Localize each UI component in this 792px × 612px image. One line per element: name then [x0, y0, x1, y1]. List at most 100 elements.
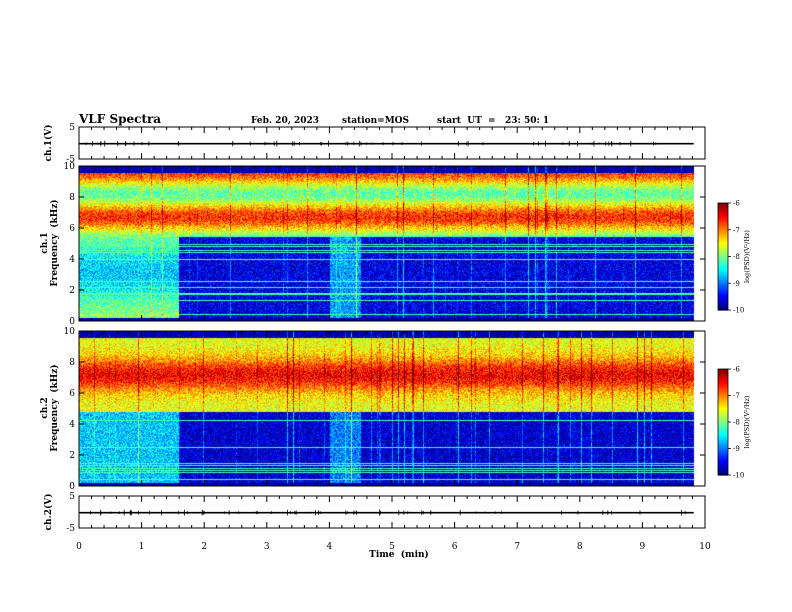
- colorbar-swatch: [718, 403, 728, 407]
- colorbar-swatch: [718, 271, 728, 274]
- spectrogram-ch2-channel-label: ch.2: [40, 397, 50, 418]
- waveform-ch2-plot: [79, 509, 694, 516]
- colorbar-swatch: [718, 473, 728, 476]
- colorbar-swatch: [718, 398, 728, 402]
- spectrogram-ch1-ytick-label: 0: [69, 317, 75, 327]
- time-tick-label: 1: [139, 542, 145, 552]
- time-axis: 0 1 2 3 4 5 6 7 8 9 10: [76, 127, 711, 552]
- time-tick-label: 10: [699, 542, 711, 552]
- colorbar-tick-label: -6: [733, 366, 740, 374]
- colorbar-swatch: [718, 455, 728, 458]
- waveform-ch2-y-ticks: 5 -5: [66, 492, 705, 534]
- colorbar-ch1: -6 -7 -8 -9 -10 log(PSD)(V²/Hz): [717, 200, 751, 315]
- colorbar-swatch: [718, 388, 728, 392]
- colorbar-swatch: [718, 395, 728, 398]
- colorbar-swatch: [718, 224, 728, 228]
- colorbar-swatch: [718, 238, 728, 241]
- waveform-ch1-y-ticks: 5 -5: [66, 123, 705, 165]
- colorbar-swatch: [718, 289, 728, 293]
- colorbar-label: log(PSD)(V²/Hz): [743, 230, 751, 283]
- colorbar-swatch: [718, 387, 728, 390]
- colorbar-swatch: [718, 278, 728, 281]
- colorbar-swatch: [718, 456, 728, 460]
- colorbar-swatch: [718, 417, 728, 420]
- colorbar-swatch: [718, 268, 728, 271]
- waveform-ch2-panel: 5 -5 ch.2(V): [43, 492, 706, 534]
- spectrogram-ch2-ytick-label: 10: [64, 327, 76, 337]
- colorbar-swatch: [718, 428, 728, 431]
- colorbar-swatch: [718, 407, 728, 410]
- colorbar-swatch: [718, 369, 728, 372]
- colorbar-swatch: [718, 400, 728, 403]
- colorbar-swatch: [718, 223, 728, 226]
- waveform-ch2-ytick-label: 5: [69, 492, 75, 502]
- colorbar-swatch: [718, 259, 728, 263]
- colorbar-swatch: [718, 279, 728, 283]
- spectrogram-ch2-panel: 0 2 4 6 8 10 ch.2 Frequency (kHz) -6 -7 -8 -9 -10…: [40, 327, 751, 492]
- colorbar-swatch: [718, 380, 728, 383]
- time-tick-label: 3: [264, 542, 270, 552]
- spectrogram-ch2-ylabel: Frequency (kHz): [49, 364, 60, 451]
- colorbar-swatch: [718, 413, 728, 416]
- colorbar-swatch: [718, 408, 728, 412]
- spectrogram-ch1-ylabel: Frequency (kHz): [49, 199, 60, 286]
- colorbar-swatch: [718, 458, 728, 461]
- colorbar-tick-label: -7: [733, 226, 740, 234]
- colorbar-swatch: [718, 438, 728, 441]
- colorbar-swatch: [718, 261, 728, 264]
- spectrogram-ch1-ytick-label: 4: [69, 255, 75, 265]
- colorbar-swatch: [718, 450, 728, 453]
- colorbar-swatch: [718, 218, 728, 221]
- colorbar-swatch: [718, 299, 728, 303]
- spectrogram-ch2-raster: [79, 331, 705, 486]
- colorbar-swatch: [718, 412, 728, 415]
- colorbar-tick-label: -9: [733, 280, 740, 288]
- colorbar-swatch: [718, 291, 728, 294]
- spectrogram-ch1-ytick-label: 10: [64, 162, 76, 172]
- waveform-ch2-ytick-label: -5: [66, 524, 75, 534]
- spectrogram-ch1-channel-label: ch.1: [40, 232, 50, 253]
- colorbar-swatch: [718, 256, 728, 259]
- colorbar-swatch: [718, 453, 728, 456]
- colorbar-swatch: [718, 286, 728, 289]
- time-tick-label: 9: [640, 542, 646, 552]
- colorbar-swatch: [718, 244, 728, 248]
- colorbar-swatch: [718, 465, 728, 468]
- colorbar-swatch: [718, 251, 728, 254]
- waveform-ch2-ylabel: ch.2(V): [43, 494, 54, 531]
- waveform-ch1-ytick-label: 5: [69, 123, 75, 133]
- colorbar-tick-label: -7: [733, 392, 740, 400]
- colorbar-swatch: [718, 425, 728, 428]
- colorbar-swatch: [718, 258, 728, 261]
- colorbar-swatch: [718, 433, 728, 436]
- colorbar-swatch: [718, 370, 728, 373]
- colorbar-swatch: [718, 435, 728, 438]
- colorbar-swatch: [718, 301, 728, 304]
- colorbar-swatch: [718, 203, 728, 206]
- colorbar-swatch: [718, 378, 728, 382]
- colorbar-swatch: [718, 420, 728, 423]
- colorbar-swatch: [718, 229, 728, 233]
- colorbar-swatch: [718, 426, 728, 430]
- waveform-ch1-ytick-label: -5: [66, 155, 75, 165]
- colorbar-swatch: [718, 231, 728, 234]
- colorbar-swatch: [718, 470, 728, 473]
- start-time-label: start UT = 23: 50: 1: [437, 116, 549, 126]
- spectrogram-ch1-panel: 0 2 4 6 8 10 ch.1 Frequency (kHz) -6 -7 -8 -9 -10…: [40, 162, 751, 327]
- colorbar-swatch: [718, 254, 728, 258]
- colorbar-swatch: [718, 446, 728, 450]
- colorbar-swatch: [718, 373, 728, 377]
- colorbar-swatch: [718, 471, 728, 474]
- colorbar-swatch: [718, 266, 728, 269]
- colorbar-swatch: [718, 393, 728, 397]
- colorbar-swatch: [718, 390, 728, 393]
- spectrogram-ch2-ytick-label: 8: [69, 358, 75, 368]
- time-tick-label: 7: [514, 542, 520, 552]
- colorbar-swatch: [718, 383, 728, 387]
- time-tick-label: 0: [76, 542, 82, 552]
- colorbar-swatch: [718, 397, 728, 400]
- colorbar-swatch: [718, 415, 728, 418]
- colorbar-swatch: [718, 441, 728, 445]
- colorbar-swatch: [718, 214, 728, 217]
- colorbar-swatch: [718, 418, 728, 421]
